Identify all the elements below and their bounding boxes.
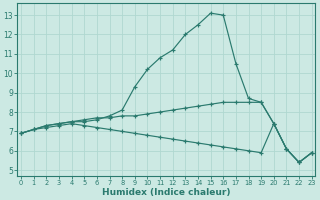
- X-axis label: Humidex (Indice chaleur): Humidex (Indice chaleur): [102, 188, 231, 197]
